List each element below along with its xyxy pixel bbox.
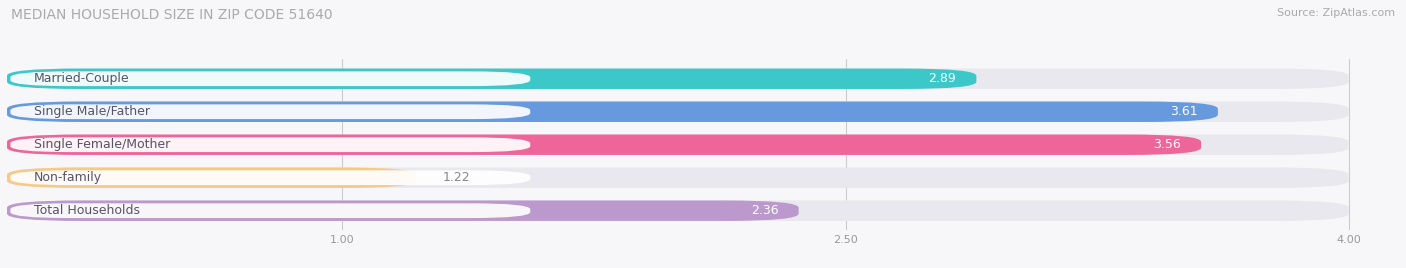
Text: Source: ZipAtlas.com: Source: ZipAtlas.com xyxy=(1277,8,1395,18)
Text: Single Male/Father: Single Male/Father xyxy=(34,105,150,118)
FancyBboxPatch shape xyxy=(10,104,530,119)
Text: Non-family: Non-family xyxy=(34,171,103,184)
Text: MEDIAN HOUSEHOLD SIZE IN ZIP CODE 51640: MEDIAN HOUSEHOLD SIZE IN ZIP CODE 51640 xyxy=(11,8,333,22)
FancyBboxPatch shape xyxy=(7,69,1348,89)
Text: 1.22: 1.22 xyxy=(443,171,471,184)
FancyBboxPatch shape xyxy=(7,200,799,221)
FancyBboxPatch shape xyxy=(10,71,530,86)
Text: 3.61: 3.61 xyxy=(1170,105,1198,118)
FancyBboxPatch shape xyxy=(7,168,1348,188)
FancyBboxPatch shape xyxy=(10,137,530,152)
FancyBboxPatch shape xyxy=(7,102,1348,122)
Text: 2.89: 2.89 xyxy=(928,72,956,85)
FancyBboxPatch shape xyxy=(10,170,530,185)
Text: 2.36: 2.36 xyxy=(751,204,779,217)
FancyBboxPatch shape xyxy=(10,203,530,218)
FancyBboxPatch shape xyxy=(7,135,1201,155)
Text: Single Female/Mother: Single Female/Mother xyxy=(34,138,170,151)
FancyBboxPatch shape xyxy=(7,102,1218,122)
Text: Total Households: Total Households xyxy=(34,204,139,217)
Text: Married-Couple: Married-Couple xyxy=(34,72,129,85)
Text: 3.56: 3.56 xyxy=(1153,138,1181,151)
FancyBboxPatch shape xyxy=(7,135,1348,155)
FancyBboxPatch shape xyxy=(7,168,416,188)
FancyBboxPatch shape xyxy=(7,200,1348,221)
FancyBboxPatch shape xyxy=(7,69,976,89)
